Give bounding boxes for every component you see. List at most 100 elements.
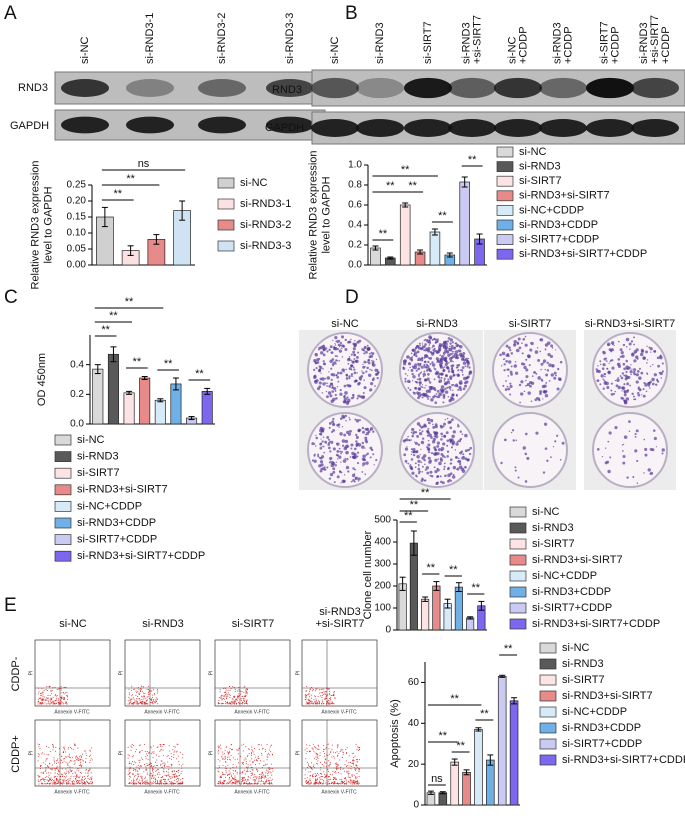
event bbox=[333, 757, 335, 759]
event bbox=[235, 779, 237, 781]
colony bbox=[370, 448, 374, 451]
event bbox=[308, 703, 310, 705]
colony bbox=[354, 468, 357, 471]
event bbox=[238, 689, 240, 691]
event bbox=[225, 695, 227, 697]
event bbox=[267, 783, 269, 785]
event bbox=[160, 776, 162, 778]
flow-plot bbox=[214, 719, 291, 787]
legend-label: si-RND3 bbox=[532, 522, 574, 534]
event bbox=[151, 782, 153, 784]
colony bbox=[596, 379, 600, 383]
event bbox=[177, 755, 179, 757]
colony bbox=[411, 372, 414, 376]
colony bbox=[443, 465, 446, 468]
event bbox=[225, 758, 227, 760]
event bbox=[314, 782, 316, 784]
event bbox=[333, 694, 335, 696]
colony bbox=[442, 442, 446, 446]
event bbox=[245, 782, 247, 784]
colony bbox=[538, 399, 541, 402]
event bbox=[305, 769, 307, 771]
blot-band bbox=[586, 119, 634, 137]
event bbox=[60, 762, 62, 764]
event bbox=[356, 780, 358, 782]
event bbox=[151, 766, 153, 768]
event bbox=[241, 744, 243, 746]
event bbox=[245, 778, 247, 780]
colony bbox=[608, 431, 612, 435]
event bbox=[331, 703, 333, 705]
event bbox=[327, 699, 329, 701]
colony bbox=[355, 442, 359, 446]
legend-label: si-RND3+si-SIRT7+CDDP bbox=[77, 550, 205, 562]
bar bbox=[399, 204, 411, 266]
event bbox=[257, 757, 259, 759]
legend-swatch bbox=[496, 190, 514, 202]
event bbox=[353, 774, 355, 776]
event bbox=[334, 778, 336, 780]
event bbox=[223, 758, 225, 760]
colony bbox=[460, 369, 464, 372]
event bbox=[317, 755, 319, 757]
colony bbox=[448, 385, 452, 389]
event bbox=[316, 772, 318, 774]
event bbox=[78, 758, 80, 760]
colony bbox=[418, 375, 420, 378]
event bbox=[62, 751, 64, 753]
event bbox=[327, 688, 329, 690]
event bbox=[227, 773, 229, 775]
event bbox=[242, 695, 244, 697]
colony bbox=[348, 377, 351, 380]
event bbox=[225, 689, 227, 691]
colony bbox=[649, 471, 654, 475]
event bbox=[157, 698, 159, 700]
colony bbox=[446, 340, 450, 343]
event bbox=[256, 768, 258, 770]
event bbox=[144, 783, 146, 785]
colony bbox=[501, 351, 506, 356]
event bbox=[88, 755, 90, 757]
event bbox=[135, 770, 137, 772]
colony bbox=[439, 424, 443, 428]
event bbox=[337, 764, 339, 766]
colony bbox=[438, 379, 443, 383]
colony bbox=[633, 336, 635, 339]
colony bbox=[525, 375, 529, 379]
significance-label: ** bbox=[133, 356, 142, 368]
event bbox=[310, 750, 312, 752]
colony bbox=[426, 417, 431, 422]
event bbox=[313, 765, 315, 767]
event bbox=[327, 755, 329, 757]
colony bbox=[425, 384, 427, 387]
colony bbox=[514, 469, 517, 472]
legend-label: si-NC+CDDP bbox=[519, 204, 584, 216]
colony bbox=[329, 472, 334, 477]
event bbox=[328, 691, 330, 693]
event bbox=[70, 760, 72, 762]
event bbox=[241, 771, 243, 773]
colony bbox=[423, 356, 426, 359]
colony bbox=[361, 445, 365, 449]
event bbox=[38, 753, 40, 755]
event bbox=[232, 766, 234, 768]
event bbox=[269, 783, 271, 785]
colony bbox=[335, 397, 338, 400]
event bbox=[254, 782, 256, 784]
colony bbox=[343, 397, 347, 401]
colony bbox=[462, 453, 465, 456]
event bbox=[148, 751, 150, 753]
colony bbox=[439, 354, 441, 357]
event bbox=[143, 696, 145, 698]
colony bbox=[449, 458, 453, 461]
event bbox=[245, 761, 247, 763]
legend-swatch bbox=[539, 674, 557, 686]
event bbox=[264, 764, 266, 766]
colony bbox=[459, 388, 463, 392]
event bbox=[227, 694, 229, 696]
event bbox=[355, 770, 357, 772]
blot-label: GAPDH bbox=[265, 122, 304, 134]
event bbox=[244, 702, 246, 704]
event bbox=[329, 773, 331, 775]
colony bbox=[433, 378, 436, 381]
